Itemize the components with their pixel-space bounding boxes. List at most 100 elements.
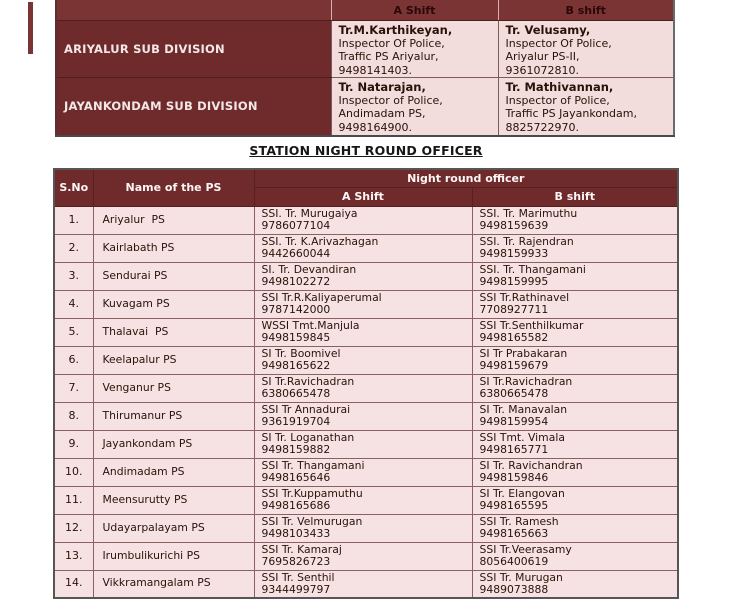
sno-value: 1. — [68, 212, 80, 226]
sno-value: 6. — [68, 352, 80, 366]
sno-value: 8. — [68, 408, 80, 422]
a-shift-officer-cell: SSI. Tr. Murugaiya 9786077104 — [253, 205, 473, 235]
officer-name: Tr. Velusamy, — [505, 23, 591, 37]
officer-phone: 9442660044 — [261, 247, 331, 261]
officer-phone: 9498159845 — [261, 331, 331, 345]
sno-cell: 6. — [53, 345, 94, 375]
officer-detail: Traffic PS Jayankondam, — [505, 107, 637, 121]
b-shift-officer-cell: SSI. Tr. Thangamani 9498159995 — [471, 261, 679, 291]
sno-value: 3. — [68, 268, 80, 282]
sno-value: 13. — [65, 548, 83, 562]
b-shift-column-header: B shift — [471, 186, 679, 207]
sno-cell: 11. — [53, 485, 94, 515]
ps-name-cell: Jayankondam PS — [92, 429, 255, 459]
ps-name: Kuvagam PS — [102, 296, 170, 310]
officer-name: Tr. Mathivannan, — [505, 80, 614, 94]
b-shift-officer-cell: SSI Tmt. Vimala 9498165771 — [471, 429, 679, 459]
officer-phone: 9498165582 — [479, 331, 549, 345]
ps-name: Irumbulikurichi PS — [102, 548, 200, 562]
ps-name: Sendurai PS — [102, 268, 168, 282]
officer-detail: Inspector Of Police, — [338, 37, 445, 51]
sno-cell: 3. — [53, 261, 94, 291]
officer-name: SI Tr.Ravichadran — [261, 374, 355, 388]
officer-name: WSSI Tmt.Manjula — [261, 318, 360, 332]
b-shift-officer-cell: Tr. Mathivannan, Inspector of Police, Traf… — [497, 77, 674, 136]
officer-phone: 9498159882 — [261, 443, 331, 457]
sno-cell: 1. — [53, 205, 94, 235]
a-shift-officer-cell: SI Tr. Boomivel 9498165622 — [253, 345, 473, 375]
officer-phone: 9498165646 — [261, 471, 331, 485]
officer-name: SSI. Tr. Rajendran — [479, 234, 574, 248]
officer-name: Tr.M.Karthikeyan, — [338, 23, 453, 37]
a-shift-officer-cell: SSI Tr Annadurai 9361919704 — [253, 401, 473, 431]
table-row: 12. Udayarpalayam PS SSI Tr. Velmurugan 949… — [53, 513, 679, 543]
officer-detail: Inspector of Police, — [505, 94, 610, 108]
officer-name: SSI Tr. Senthil — [261, 570, 335, 584]
sno-value: 7. — [68, 380, 80, 394]
officer-phone: 9498159679 — [479, 359, 549, 373]
ps-name-cell: Thalavai PS — [92, 317, 255, 347]
division-name-cell: ARIYALUR SUB DIVISION — [56, 20, 331, 78]
sno-value: 10. — [65, 464, 83, 478]
ps-name-cell: Irumbulikurichi PS — [92, 541, 255, 571]
table-row: 7. Venganur PS SI Tr.Ravichadran 6380665478… — [53, 373, 679, 403]
subdivision-row: ARIYALUR SUB DIVISION Tr.M.Karthikeyan, In… — [56, 20, 674, 78]
a-shift-officer-cell: SSI. Tr. K.Arivazhagan 9442660044 — [253, 233, 473, 263]
a-shift-column-header: A Shift — [253, 186, 473, 207]
table-row: 9. Jayankondam PS SI Tr. Loganathan 9498159… — [53, 429, 679, 459]
ps-name-column-header: Name of the PS — [92, 168, 255, 207]
a-shift-officer-cell: SSI Tr. Kamaraj 7695826723 — [253, 541, 473, 571]
officer-phone: 7708927711 — [479, 303, 549, 317]
officer-name: SSI Tr. Kamaraj — [261, 542, 342, 556]
sno-value: 5. — [68, 324, 80, 338]
officer-name: SSI. Tr. K.Arivazhagan — [261, 234, 379, 248]
a-shift-officer-cell: SI. Tr. Devandiran 9498102272 — [253, 261, 473, 291]
officer-phone: 9787142000 — [261, 303, 331, 317]
officer-phone: 7695826723 — [261, 555, 331, 569]
subdivision-row: JAYANKONDAM SUB DIVISION Tr. Natarajan, In… — [56, 77, 674, 136]
sno-cell: 14. — [53, 569, 94, 599]
sno-value: 9. — [68, 436, 80, 450]
officer-phone: 9498159954 — [479, 415, 549, 429]
station-night-round-table: S.No Name of the PS Night round officer … — [53, 168, 680, 599]
page-title: STATION NIGHT ROUND OFFICER — [249, 143, 483, 158]
officer-name: SSI Tr Annadurai — [261, 402, 351, 416]
subdivision-officer-table: A Shift B shift ARIYALUR SUB DIVISION Tr.… — [55, 0, 675, 137]
a-shift-officer-cell: SI Tr.Ravichadran 6380665478 — [253, 373, 473, 403]
ps-name-cell: Meensurutty PS — [92, 485, 255, 515]
ps-name-cell: Venganur PS — [92, 373, 255, 403]
sno-value: 14. — [65, 576, 83, 590]
officer-name: SI Tr. Ravichandran — [479, 458, 583, 472]
table-row: 4. Kuvagam PS SSI Tr.R.Kaliyaperumal 978714… — [53, 289, 679, 319]
ps-name: Venganur PS — [102, 380, 171, 394]
b-shift-officer-cell: SSI Tr.Rathinavel 7708927711 — [471, 289, 679, 319]
sno-column-header: S.No — [53, 168, 94, 207]
sno-cell: 13. — [53, 541, 94, 571]
officer-phone: 9498159995 — [479, 275, 549, 289]
officer-detail: 8825722970. — [505, 120, 579, 134]
officer-phone: 9498165771 — [479, 443, 549, 457]
officer-name: SSI Tr. Velmurugan — [261, 514, 363, 528]
a-shift-officer-cell: SSI Tr. Senthil 9344499797 — [253, 569, 473, 599]
b-shift-officer-cell: SI Tr. Elangovan 9498165595 — [471, 485, 679, 515]
scan-artifact-mark — [28, 2, 33, 54]
b-shift-officer-cell: Tr. Velusamy, Inspector Of Police, Ariyalu… — [497, 20, 674, 78]
b-shift-officer-cell: SI Tr.Ravichadran 6380665478 — [471, 373, 679, 403]
a-shift-officer-cell: Tr.M.Karthikeyan, Inspector Of Police, Tra… — [330, 20, 498, 78]
a-shift-officer-cell: SI Tr. Loganathan 9498159882 — [253, 429, 473, 459]
station-table-body: 1. Ariyalur PS SSI. Tr. Murugaiya 978607710… — [53, 205, 679, 599]
ps-name-cell: Sendurai PS — [92, 261, 255, 291]
officer-name: SSI Tr.Veerasamy — [479, 542, 572, 556]
subdivision-a-shift-header: A Shift — [330, 0, 498, 21]
table-row: 14. Vikkramangalam PS SSI Tr. Senthil 93444… — [53, 569, 679, 599]
officer-name: SSI. Tr. Thangamani — [479, 262, 586, 276]
officer-phone: 9498165686 — [261, 499, 331, 513]
officer-name: SSI Tr.R.Kaliyaperumal — [261, 290, 382, 304]
sno-value: 4. — [68, 296, 80, 310]
officer-detail: Andimadam PS, — [338, 107, 426, 121]
sno-cell: 2. — [53, 233, 94, 263]
ps-name: Vikkramangalam PS — [102, 576, 211, 590]
officer-name: SSI Tr. Murugan — [479, 570, 563, 584]
sno-cell: 10. — [53, 457, 94, 487]
sno-cell: 4. — [53, 289, 94, 319]
